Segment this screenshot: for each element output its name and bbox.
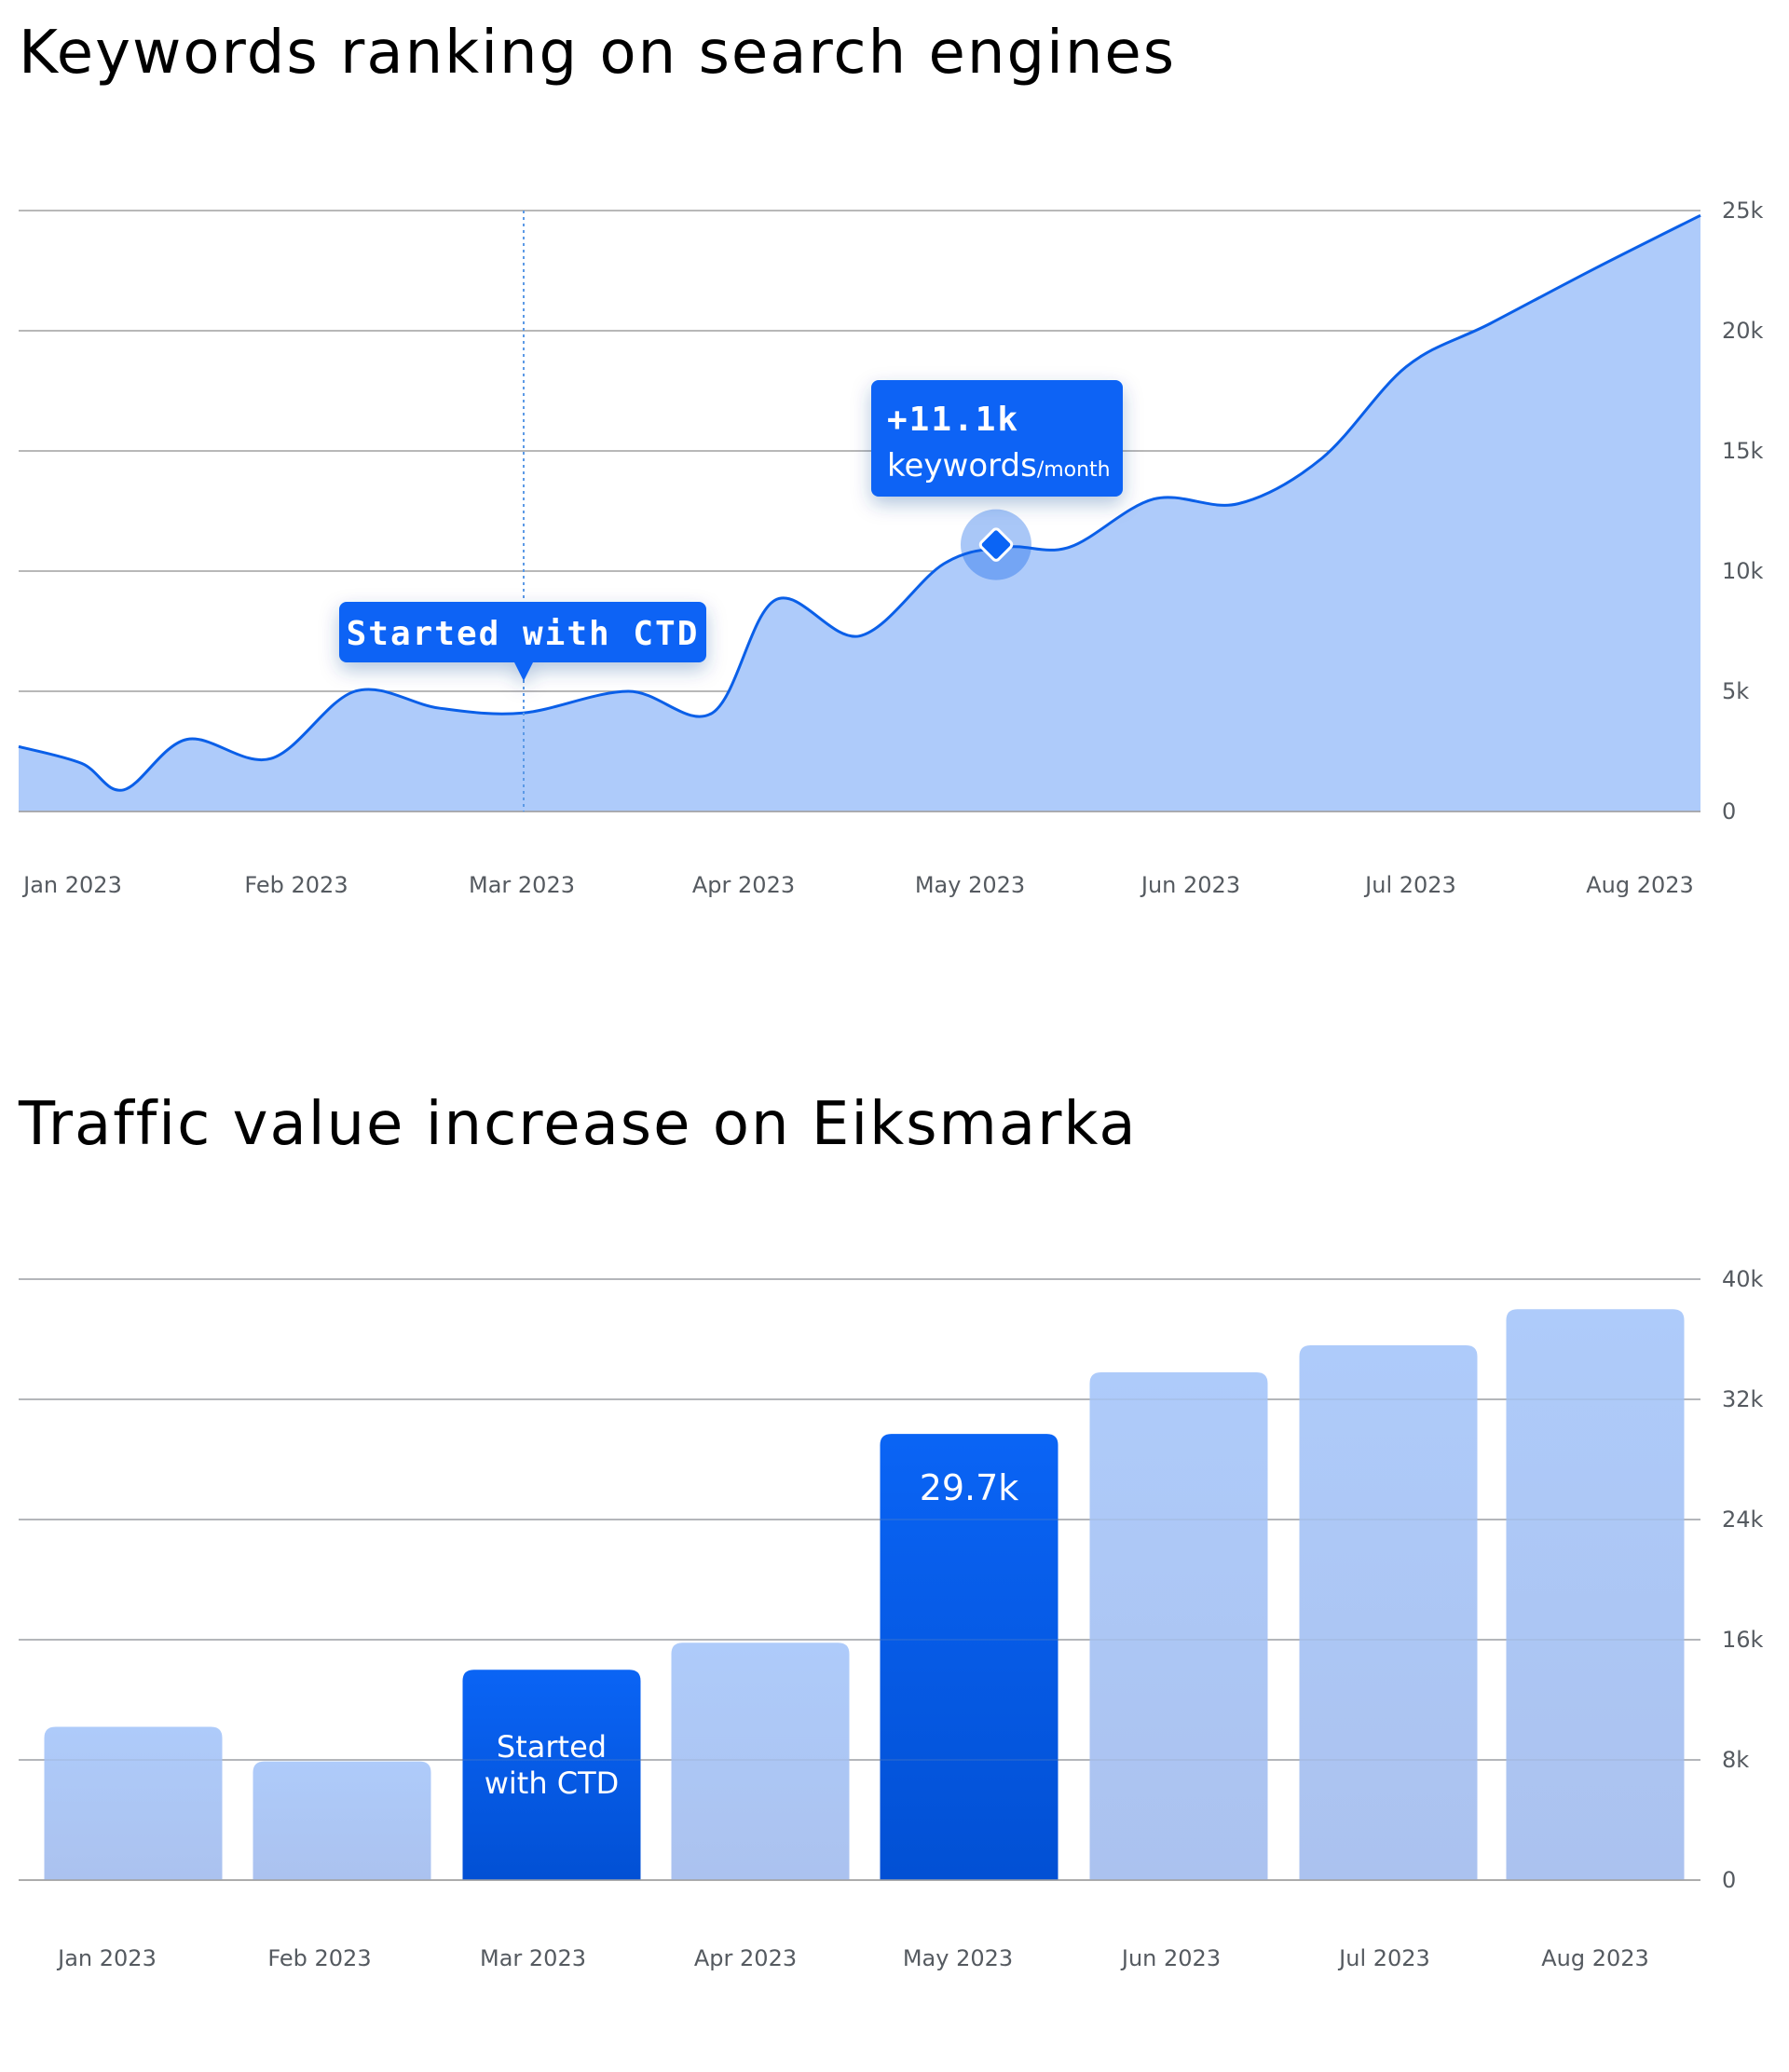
y-tick-label: 5k	[1722, 678, 1749, 704]
y-tick-label: 0	[1722, 798, 1736, 825]
x-tick-label: Jun 2023	[1140, 872, 1240, 898]
x-tick-label: May 2023	[915, 872, 1025, 898]
y-tick-label: 15k	[1722, 438, 1764, 464]
x-tick-label: Aug 2023	[1586, 872, 1694, 898]
x-tick-label: Jul 2023	[1337, 1945, 1430, 1971]
bar	[462, 1670, 641, 1880]
traffic-chart-title: Traffic value increase on Eiksmarka	[19, 1090, 1138, 1159]
started-callout-label: Started with CTD	[347, 615, 700, 653]
y-tick-label: 10k	[1722, 558, 1764, 584]
bar	[1299, 1344, 1478, 1880]
bar	[44, 1726, 223, 1880]
growth-callout-value: +11.1k	[887, 401, 1019, 439]
x-tick-label: Mar 2023	[469, 872, 575, 898]
y-tick-label: 24k	[1722, 1506, 1764, 1533]
y-tick-label: 32k	[1722, 1386, 1764, 1412]
y-tick-label: 20k	[1722, 318, 1764, 344]
keywords-line	[18, 213, 1701, 792]
y-tick-label: 40k	[1722, 1266, 1764, 1292]
x-tick-label: Feb 2023	[244, 872, 348, 898]
x-tick-label: Feb 2023	[267, 1945, 371, 1971]
x-tick-label: Jul 2023	[1363, 872, 1456, 898]
x-tick-label: Jan 2023	[21, 872, 122, 898]
bar	[880, 1434, 1058, 1880]
x-tick-label: Jan 2023	[56, 1945, 157, 1971]
y-tick-label: 0	[1722, 1867, 1736, 1893]
keywords-chart-title: Keywords ranking on search engines	[19, 19, 1177, 88]
x-tick-label: Mar 2023	[480, 1945, 586, 1971]
x-tick-label: Apr 2023	[692, 872, 795, 898]
highlight-point	[978, 527, 1014, 562]
x-tick-label: May 2023	[903, 1945, 1013, 1971]
x-tick-label: Aug 2023	[1541, 1945, 1649, 1971]
keywords-area-chart: 0 5k 10k 15k 20k 25k Jan 2023 Feb 2023 Mar 2023 A…	[18, 198, 1764, 898]
y-tick-label: 16k	[1722, 1627, 1764, 1653]
bar	[1506, 1309, 1685, 1880]
x-tick-label: Jun 2023	[1120, 1945, 1221, 1971]
y-tick-label: 8k	[1722, 1747, 1749, 1773]
keywords-area-fill	[19, 215, 1700, 811]
bar-annotation-label: Started with CTD	[485, 1729, 620, 1801]
y-tick-label: 25k	[1722, 198, 1764, 224]
started-callout: Started with CTD	[339, 602, 706, 681]
bar-value-label: 29.7k	[920, 1467, 1019, 1508]
bar	[1089, 1371, 1268, 1880]
bar	[671, 1643, 850, 1880]
x-tick-label: Apr 2023	[694, 1945, 797, 1971]
bar	[253, 1761, 431, 1880]
